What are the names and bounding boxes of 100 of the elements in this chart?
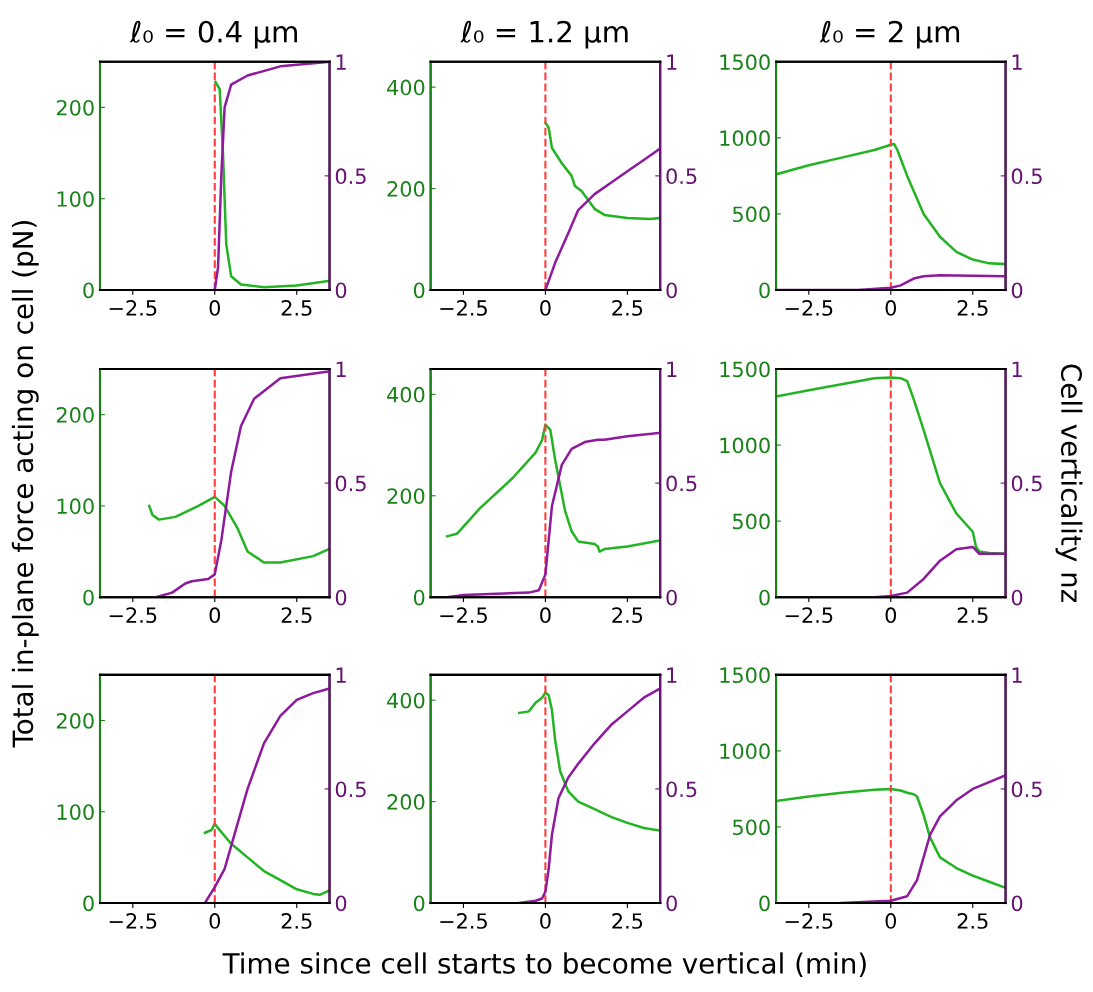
line-series <box>147 495 330 564</box>
y2-tick-label: 0.5 <box>335 168 366 185</box>
line-series <box>203 822 330 897</box>
y-tick-label: 1000 <box>720 743 770 760</box>
y-tick-label: 200 <box>56 99 94 116</box>
x-tick-label: 0 <box>885 913 897 929</box>
y-tick-label: 0 <box>413 895 425 912</box>
y2-tick-label: 1 <box>667 361 677 377</box>
x-tick-label: 2.5 <box>612 300 643 316</box>
y-tick-label: 0 <box>759 589 770 606</box>
chart-title: ℓ₀ = 0.4 μm <box>129 20 297 49</box>
y-tick-label: 200 <box>56 712 94 729</box>
y2-tick-label: 0.5 <box>335 781 366 798</box>
line-series <box>203 687 330 904</box>
x-tick-label: 0 <box>540 607 551 624</box>
y2-tick-label: 0.5 <box>666 475 697 492</box>
y-tick-label: 1000 <box>720 437 770 454</box>
x-tick-label: −2.5 <box>785 913 833 929</box>
y-tick-label: 500 <box>733 819 770 836</box>
y-tick-label: 1000 <box>720 130 770 147</box>
y2-tick-label: 0 <box>666 589 677 606</box>
y2-tick-label: 1 <box>1012 54 1022 70</box>
x-tick-label: −2.5 <box>109 913 157 929</box>
y-tick-label: 0 <box>413 282 425 299</box>
x-tick-label: 0 <box>885 300 897 316</box>
y2-tick-label: 1 <box>1012 667 1022 683</box>
line-series <box>776 376 1006 556</box>
y-tick-label: 500 <box>733 513 770 530</box>
x-tick-label: 2.5 <box>612 607 643 624</box>
y-tick-label: 200 <box>387 181 425 197</box>
y2-tick-label: 1 <box>336 667 346 683</box>
x-tick-label: −2.5 <box>785 300 833 316</box>
x-tick-label: 0 <box>540 300 551 316</box>
x-tick-label: 0 <box>209 913 221 929</box>
y-tick-label: 400 <box>387 386 425 403</box>
y-tick-label: 200 <box>387 488 425 504</box>
x-tick-label: −2.5 <box>440 607 487 624</box>
y2-tick-label: 1 <box>336 361 346 377</box>
y-tick-label: 200 <box>56 407 94 423</box>
x-tick-label: 2.5 <box>281 913 312 929</box>
x-tick-label: −2.5 <box>109 300 157 316</box>
y-tick-label: 500 <box>733 206 770 223</box>
line-series <box>445 423 661 553</box>
x-tick-label: 0 <box>209 300 221 316</box>
line-series <box>517 691 661 832</box>
x-tick-label: 0 <box>540 913 551 929</box>
x-tick-label: −2.5 <box>109 607 157 624</box>
y-tick-label: 0 <box>759 282 770 299</box>
x-tick-label: −2.5 <box>440 913 487 929</box>
line-series <box>544 121 661 221</box>
y-tick-label: 100 <box>57 804 94 820</box>
x-axis-title: Time since cell starts to become vertical (min) <box>222 952 866 978</box>
y-tick-label: 0 <box>83 895 94 912</box>
line-series <box>776 142 1006 266</box>
y-tick-label: 0 <box>83 589 94 606</box>
y2-tick-label: 0.5 <box>666 168 697 185</box>
x-tick-label: −2.5 <box>440 300 487 316</box>
y-tick-label: 0 <box>83 282 94 299</box>
y2-tick-label: 1 <box>336 54 346 70</box>
y2-axis-title: Cell verticality nz <box>1055 364 1083 603</box>
y-tick-label: 400 <box>387 79 425 96</box>
y2-tick-label: 0.5 <box>1011 475 1042 492</box>
x-tick-label: 2.5 <box>957 300 988 316</box>
x-tick-label: 0 <box>209 607 221 624</box>
y-tick-label: 1500 <box>720 54 770 71</box>
y-tick-label: 200 <box>387 794 425 810</box>
y2-tick-label: 1 <box>667 54 677 70</box>
y2-tick-label: 0.5 <box>335 475 366 492</box>
y2-tick-label: 0 <box>1011 282 1023 299</box>
y2-tick-label: 1 <box>667 667 677 683</box>
y2-tick-label: 0 <box>335 589 347 606</box>
y-axis-title: Total in-plane force acting on cell (pN) <box>11 221 39 748</box>
y2-tick-label: 0 <box>666 282 677 299</box>
x-tick-label: −2.5 <box>785 607 833 624</box>
y-tick-label: 100 <box>57 498 94 515</box>
y2-tick-label: 0 <box>1011 589 1023 606</box>
y2-tick-label: 0 <box>335 282 347 299</box>
chart-title: ℓ₀ = 2 μm <box>819 20 960 49</box>
y-tick-label: 1500 <box>720 667 770 684</box>
y2-tick-label: 0 <box>666 895 677 912</box>
x-tick-label: 2.5 <box>957 913 988 929</box>
x-tick-label: 0 <box>885 607 897 624</box>
x-tick-label: 2.5 <box>281 300 312 316</box>
y2-tick-label: 0 <box>1011 895 1023 912</box>
y-tick-label: 1500 <box>720 361 770 378</box>
y-tick-label: 400 <box>387 692 425 709</box>
y-tick-label: 0 <box>759 895 770 912</box>
y-tick-label: 0 <box>413 589 425 606</box>
chart-title: ℓ₀ = 1.2 μm <box>460 20 628 49</box>
y2-tick-label: 1 <box>1012 361 1022 377</box>
y2-tick-label: 0 <box>335 895 347 912</box>
y2-tick-label: 0.5 <box>666 781 697 798</box>
y-tick-label: 100 <box>57 191 94 207</box>
y2-tick-label: 0.5 <box>1011 168 1042 185</box>
line-series <box>776 787 1006 890</box>
x-tick-label: 2.5 <box>612 913 643 929</box>
x-tick-label: 2.5 <box>281 607 312 624</box>
x-tick-label: 2.5 <box>957 607 988 624</box>
line-series <box>544 147 661 290</box>
y2-tick-label: 0.5 <box>1011 781 1042 798</box>
